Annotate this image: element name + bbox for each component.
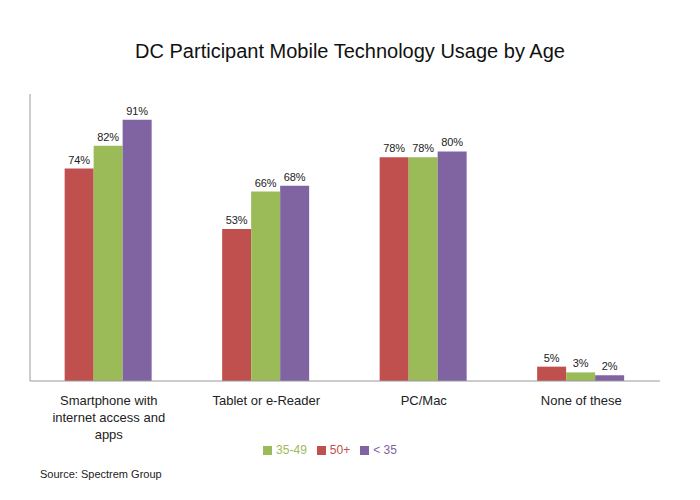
svg-text:53%: 53% — [226, 214, 248, 226]
svg-text:2%: 2% — [602, 360, 618, 372]
svg-text:Smartphone withinternet access: Smartphone withinternet access andapps — [52, 393, 165, 442]
html-text:< 35: < 35 — [373, 443, 397, 457]
html-text:Source: Spectrem Group: Source: Spectrem Group — [40, 468, 162, 480]
html-text:50+: 50+ — [329, 443, 351, 457]
svg-text:68%: 68% — [284, 171, 306, 183]
svg-text:5%: 5% — [544, 352, 560, 364]
svg-text:Tablet or e-Reader: Tablet or e-Reader — [212, 393, 320, 408]
html-text:35-49: 35-49 — [276, 443, 307, 457]
svg-text:80%: 80% — [441, 136, 463, 148]
svg-text:66%: 66% — [255, 177, 277, 189]
svg-text:3%: 3% — [573, 357, 589, 369]
svg-text:82%: 82% — [97, 131, 119, 143]
svg-text:74%: 74% — [68, 154, 90, 166]
svg-text:78%: 78% — [383, 142, 405, 154]
svg-text:None of these: None of these — [541, 393, 622, 408]
svg-text:91%: 91% — [126, 105, 148, 117]
html-text:DC Participant Mobile Technolo: DC Participant Mobile Technology Usage b… — [135, 40, 565, 62]
svg-text:78%: 78% — [412, 142, 434, 154]
svg-text:PC/Mac: PC/Mac — [401, 393, 448, 408]
